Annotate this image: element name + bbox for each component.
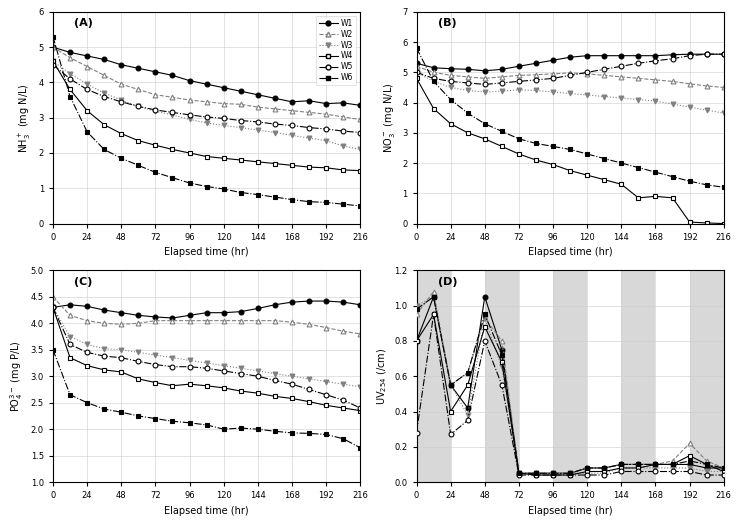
Bar (417, 270, 451, 482)
X-axis label: Elapsed time (hr): Elapsed time (hr) (528, 247, 613, 257)
Bar (485, 270, 519, 482)
Legend: W1, W2, W3, W4, W5, W6: W1, W2, W3, W4, W5, W6 (316, 16, 357, 85)
Y-axis label: NO$_3^-$ (mg N/L): NO$_3^-$ (mg N/L) (382, 82, 397, 153)
Text: (A): (A) (75, 18, 93, 28)
X-axis label: Elapsed time (hr): Elapsed time (hr) (164, 247, 249, 257)
Text: (B): (B) (438, 18, 457, 28)
Y-axis label: PO$_4^{3-}$ (mg P/L): PO$_4^{3-}$ (mg P/L) (8, 340, 25, 412)
Y-axis label: NH$_3^+$ (mg N/L): NH$_3^+$ (mg N/L) (17, 83, 33, 152)
Bar (690, 270, 724, 482)
Bar (553, 270, 587, 482)
X-axis label: Elapsed time (hr): Elapsed time (hr) (528, 506, 613, 516)
Bar (622, 270, 656, 482)
X-axis label: Elapsed time (hr): Elapsed time (hr) (164, 506, 249, 516)
Text: (C): (C) (75, 277, 92, 287)
Text: (D): (D) (438, 277, 457, 287)
Y-axis label: UV$_{254}$ (/cm): UV$_{254}$ (/cm) (375, 347, 388, 405)
